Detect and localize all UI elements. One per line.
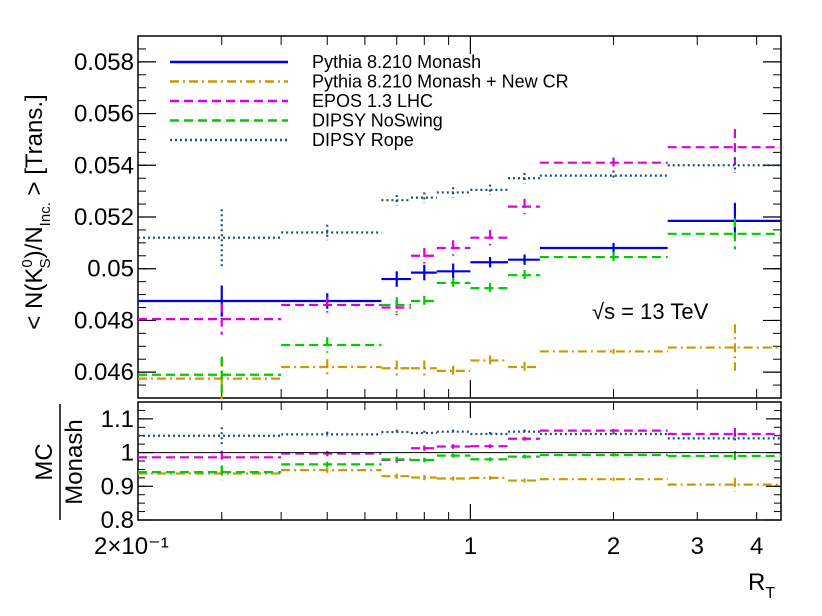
legend-label: Pythia 8.210 Monash (312, 52, 481, 72)
ratio-series-group (138, 427, 781, 492)
main-y-tick-label: 0.048 (74, 307, 134, 334)
main-y-axis-title: < N(K0S)/NInc. > [Trans.] (19, 94, 54, 329)
ratio-y-tick-label: 0.9 (101, 473, 134, 500)
x-tick-label: 4 (750, 533, 763, 560)
main-y-tick-label: 0.058 (74, 49, 134, 76)
main-series (138, 324, 781, 400)
ratio-series (138, 427, 781, 445)
x-axis: 2×10⁻¹ 1 2 3 4 (94, 36, 763, 560)
ratio-y-numerator: MC (31, 443, 58, 480)
legend-label: EPOS 1.3 LHC (312, 91, 433, 111)
main-y-axis: 0.046 0.048 0.05 0.052 0.054 0.056 0.058 (74, 35, 781, 386)
x-axis-title: RT (748, 569, 775, 602)
x-tick-label: 1 (464, 533, 477, 560)
x-tick-label: 2×10⁻¹ (94, 533, 169, 560)
ratio-series (138, 466, 781, 492)
main-y-tick-label: 0.046 (74, 359, 134, 386)
main-series-group (138, 129, 781, 400)
ratio-y-tick-label: 1.1 (101, 406, 134, 433)
main-y-tick-label: 0.05 (87, 256, 134, 283)
ratio-y-tick-label: 1 (121, 440, 134, 467)
ratio-series (138, 427, 781, 465)
main-series (138, 218, 781, 393)
main-y-tick-label: 0.054 (74, 152, 134, 179)
energy-annotation: √s = 13 TeV (592, 299, 709, 324)
ratio-y-axis: 0.8 0.9 1 1.1 (101, 401, 781, 534)
main-series (138, 129, 781, 335)
ratio-series (138, 450, 781, 479)
legend-label: DIPSY Rope (312, 130, 414, 150)
x-tick-label: 3 (691, 533, 704, 560)
legend-label: DIPSY NoSwing (312, 111, 443, 131)
ratio-y-denominator: Monash (61, 419, 88, 504)
ratio-y-tick-label: 0.8 (101, 507, 134, 534)
main-series (138, 157, 781, 267)
x-tick-label: 2 (607, 533, 620, 560)
ratio-y-axis-title: MC Monash (31, 404, 88, 520)
main-y-tick-label: 0.052 (74, 204, 134, 231)
main-y-tick-label: 0.056 (74, 101, 134, 128)
legend-label: Pythia 8.210 Monash + New CR (312, 72, 569, 92)
ratio-plot-frame (137, 401, 782, 521)
